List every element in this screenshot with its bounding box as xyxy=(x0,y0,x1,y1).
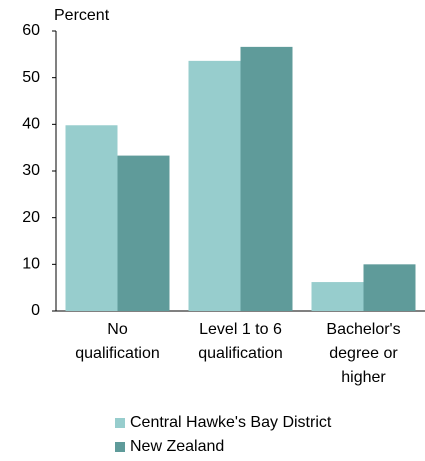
y-tick-label: 40 xyxy=(22,116,40,133)
bar xyxy=(363,264,416,311)
legend-label: Central Hawke's Bay District xyxy=(130,414,332,431)
y-tick-label: 20 xyxy=(22,209,40,226)
bar xyxy=(188,60,241,311)
y-tick-label: 60 xyxy=(22,22,40,39)
y-axis-label: Percent xyxy=(54,7,110,24)
legend-label: New Zealand xyxy=(130,438,224,455)
bar xyxy=(117,155,170,311)
x-tick-label: Bachelor's degree or higher xyxy=(326,321,400,386)
y-tick-label: 0 xyxy=(31,302,40,319)
bar xyxy=(65,125,118,312)
y-tick-label: 50 xyxy=(22,69,40,86)
bar xyxy=(240,46,293,311)
legend-swatch xyxy=(115,418,125,428)
y-tick-label: 30 xyxy=(22,162,40,179)
legend-swatch xyxy=(115,442,125,452)
bar xyxy=(311,282,364,311)
x-tick-label: Level 1 to 6 qualification xyxy=(198,321,283,362)
x-tick-label: No qualification xyxy=(75,321,160,362)
y-tick-label: 10 xyxy=(22,256,40,273)
